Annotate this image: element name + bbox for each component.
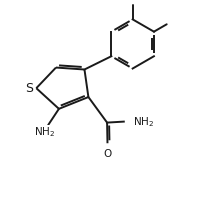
Text: S: S: [25, 82, 33, 95]
Text: NH$_2$: NH$_2$: [34, 126, 55, 139]
Text: NH$_2$: NH$_2$: [133, 115, 154, 129]
Text: O: O: [103, 149, 112, 159]
